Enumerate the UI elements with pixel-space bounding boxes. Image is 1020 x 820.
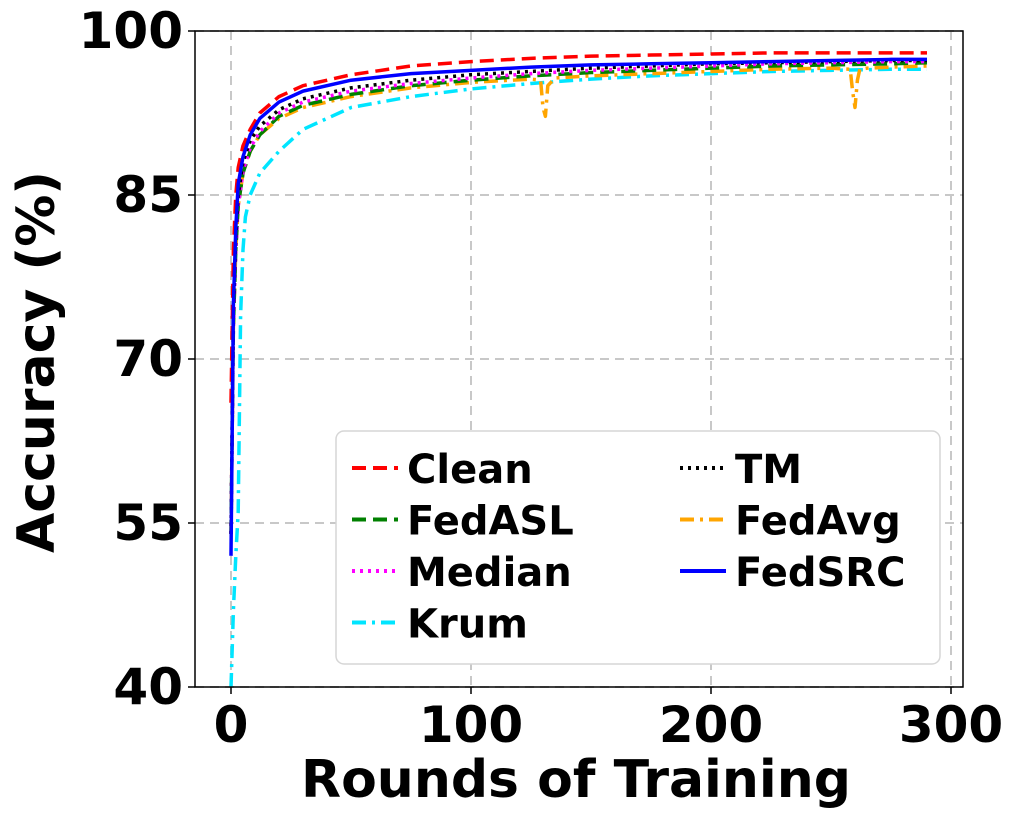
legend-label-fedasl: FedASL: [407, 499, 574, 545]
y-axis-title: Accuracy (%): [7, 171, 67, 553]
series-line-clean: [229, 51, 927, 403]
legend-label-krum: Krum: [407, 602, 528, 648]
x-tick-label: 200: [659, 696, 763, 754]
x-axis-title: Rounds of Training: [301, 750, 851, 810]
legend: Clean FedASL Median Krum TM FedAvg FedSRC: [335, 430, 941, 665]
axis-ticks: 0 100 200 300 40 55 70 85 100: [79, 2, 1004, 754]
legend-label-median: Median: [407, 550, 572, 596]
legend-label-clean: Clean: [407, 447, 533, 493]
legend-label-fedavg: FedAvg: [735, 499, 901, 545]
y-tick-label: 85: [113, 166, 183, 224]
series-line-fedasl: [229, 60, 928, 534]
y-tick-label: 40: [113, 658, 183, 716]
series-line-fedsrc: [229, 57, 927, 556]
x-tick-label: 0: [214, 696, 249, 754]
series-lines: [229, 51, 928, 687]
series-line-krum: [229, 67, 927, 687]
legend-box: [335, 430, 941, 665]
legend-label-tm: TM: [735, 447, 802, 493]
y-tick-label: 100: [79, 2, 183, 60]
y-tick-label: 70: [113, 330, 183, 388]
y-tick-label: 55: [113, 494, 183, 552]
legend-label-fedsrc: FedSRC: [735, 550, 905, 596]
x-tick-label: 300: [899, 696, 1003, 754]
x-tick-label: 100: [419, 696, 523, 754]
